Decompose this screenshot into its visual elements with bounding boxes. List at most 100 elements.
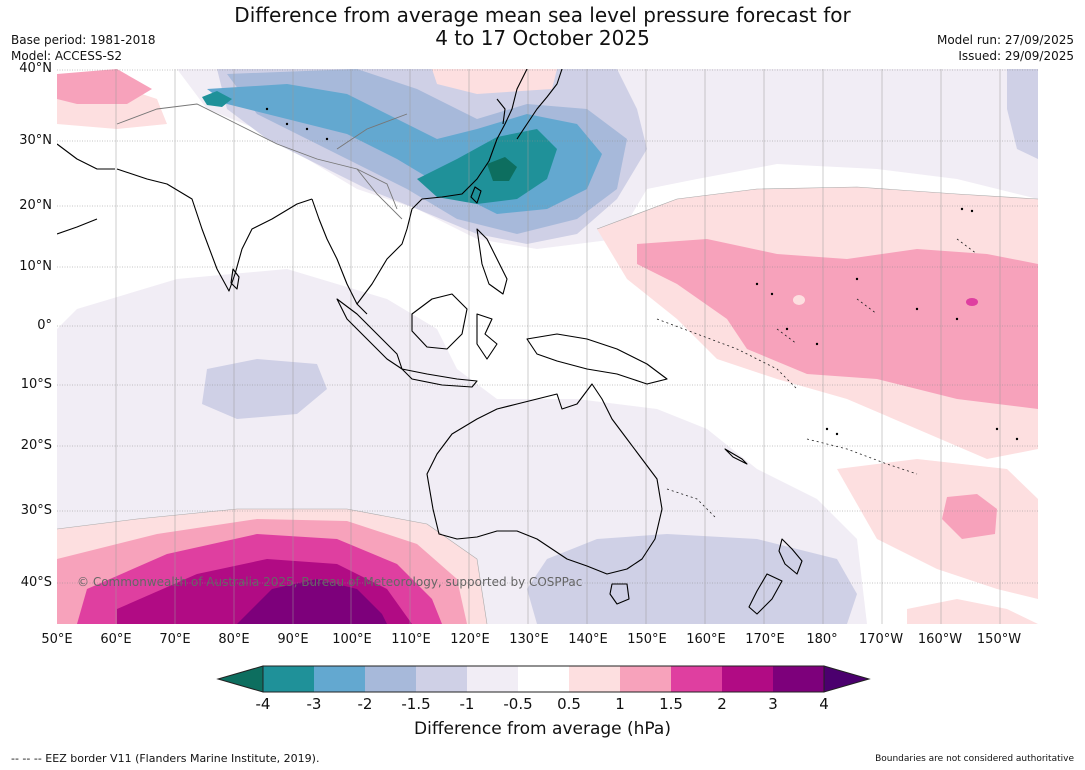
fill-lightpink-se bbox=[907, 599, 1038, 624]
fill-spot-white bbox=[793, 295, 805, 305]
colorbar-extend-max bbox=[823, 665, 871, 693]
fill-lavender-ne bbox=[1007, 69, 1038, 159]
cb-tick-4: 4 bbox=[819, 695, 829, 713]
meta-left: Base period: 1981-2018 Model: ACCESS-S2 bbox=[11, 32, 156, 64]
fill-spot-magenta bbox=[966, 298, 978, 306]
colorbar-segment bbox=[365, 666, 417, 692]
colorbar-extend-min bbox=[216, 665, 264, 693]
lat-label-30s: 30°S bbox=[20, 503, 52, 518]
fill-lavender-indian bbox=[202, 359, 327, 419]
lon-label-80e: 80°E bbox=[218, 632, 250, 647]
lon-label-180: 180° bbox=[806, 632, 838, 647]
coast-borneo bbox=[411, 293, 468, 350]
island-dot bbox=[815, 342, 819, 346]
lon-label-160w: 160°W bbox=[917, 632, 963, 647]
colorbar-segment bbox=[416, 666, 468, 692]
cb-tick-neg2: -2 bbox=[357, 695, 373, 713]
contour-line-south bbox=[57, 508, 488, 624]
base-period: Base period: 1981-2018 bbox=[11, 33, 156, 47]
cb-tick-0-5: 0.5 bbox=[557, 695, 581, 713]
lat-label-20n: 20°N bbox=[19, 198, 52, 213]
chart-title: Difference from average mean sea level p… bbox=[0, 4, 1085, 50]
lon-label-140e: 140°E bbox=[568, 632, 608, 647]
colorbar-segment bbox=[773, 666, 825, 692]
coast-sea-mainland bbox=[311, 69, 528, 315]
lon-label-150w: 150°W bbox=[976, 632, 1022, 647]
coast-korea bbox=[496, 98, 506, 125]
graticule-meridians bbox=[115, 69, 1001, 624]
eez-borders bbox=[656, 238, 978, 520]
coast-india bbox=[116, 168, 313, 292]
cb-tick-neg0-5: -0.5 bbox=[503, 695, 533, 713]
lon-label-170w: 170°W bbox=[858, 632, 904, 647]
eez-australia bbox=[666, 438, 918, 520]
lon-label-150e: 150°E bbox=[627, 632, 667, 647]
fill-teal-tibet bbox=[202, 91, 232, 107]
coast-arabia bbox=[57, 143, 115, 235]
copyright-text: © Commonwealth of Australia 2025, Bureau… bbox=[77, 575, 583, 589]
island-dot bbox=[265, 107, 269, 111]
coast-nz-south bbox=[748, 573, 783, 615]
boundaries-note: Boundaries are not considered authoritat… bbox=[875, 754, 1074, 764]
cb-tick-neg3: -3 bbox=[306, 695, 322, 713]
lat-label-20s: 20°S bbox=[20, 438, 52, 453]
coast-newcaledonia bbox=[724, 448, 748, 465]
lon-label-50e: 50°E bbox=[41, 632, 73, 647]
title-line-1: Difference from average mean sea level p… bbox=[234, 3, 851, 27]
lat-label-40s: 40°S bbox=[20, 575, 52, 590]
lon-label-70e: 70°E bbox=[159, 632, 191, 647]
colorbar-segment bbox=[467, 666, 519, 692]
eez-note: -- -- -- EEZ border V11 (Flanders Marine… bbox=[11, 752, 320, 765]
contour-line-pacific bbox=[596, 186, 1038, 230]
cb-tick-neg1: -1 bbox=[459, 695, 475, 713]
coast-philippines bbox=[476, 228, 508, 295]
coast-java bbox=[401, 368, 478, 388]
coast-nz-north bbox=[778, 538, 803, 575]
model-name: Model: ACCESS-S2 bbox=[11, 49, 123, 63]
cb-tick-1-5: 1.5 bbox=[659, 695, 683, 713]
coast-tasmania bbox=[609, 583, 630, 605]
borders bbox=[116, 103, 408, 220]
lon-label-170e: 170°E bbox=[745, 632, 785, 647]
island-dot bbox=[960, 207, 964, 211]
lat-label-30n: 30°N bbox=[19, 133, 52, 148]
fill-lavender-aus-south bbox=[527, 534, 857, 624]
colorbar-segments bbox=[216, 665, 871, 693]
island-dot bbox=[325, 137, 329, 141]
lon-label-120e: 120°E bbox=[450, 632, 490, 647]
colorbar bbox=[216, 665, 871, 693]
island-dot bbox=[855, 277, 859, 281]
island-dot bbox=[970, 209, 974, 213]
coast-taiwan bbox=[470, 186, 482, 204]
map-svg bbox=[57, 69, 1038, 624]
fill-lightpink-south bbox=[837, 459, 1038, 599]
model-run: Model run: 27/09/2025 bbox=[936, 33, 1074, 47]
island-dot bbox=[770, 292, 774, 296]
lon-label-90e: 90°E bbox=[277, 632, 309, 647]
meta-right: Model run: 27/09/2025 Issued: 29/09/2025 bbox=[937, 32, 1074, 64]
border-china bbox=[336, 113, 408, 220]
colorbar-segment bbox=[569, 666, 621, 692]
fill-lightpink-north bbox=[432, 69, 557, 94]
colorbar-segment bbox=[620, 666, 672, 692]
island-dot bbox=[825, 427, 829, 431]
island-dot bbox=[915, 307, 919, 311]
lon-label-160e: 160°E bbox=[686, 632, 726, 647]
colorbar-segment bbox=[722, 666, 774, 692]
coast-srilanka bbox=[230, 268, 240, 290]
colorbar-segment bbox=[263, 666, 315, 692]
eez-islands bbox=[776, 238, 978, 345]
contour-lines bbox=[57, 186, 1038, 624]
border-himalaya bbox=[116, 103, 398, 210]
fill-pink-nw bbox=[57, 69, 152, 104]
island-dot bbox=[285, 122, 289, 126]
coast-sulawesi bbox=[476, 313, 498, 360]
colorbar-segment bbox=[314, 666, 366, 692]
title-line-2: 4 to 17 October 2025 bbox=[435, 26, 650, 50]
colorbar-outline bbox=[262, 665, 825, 693]
map-area[interactable] bbox=[57, 69, 1038, 624]
fill-darkgreen bbox=[487, 157, 517, 181]
lat-label-40n: 40°N bbox=[19, 61, 52, 76]
colorbar-segment bbox=[671, 666, 723, 692]
colorbar-label: Difference from average (hPa) bbox=[414, 719, 671, 739]
